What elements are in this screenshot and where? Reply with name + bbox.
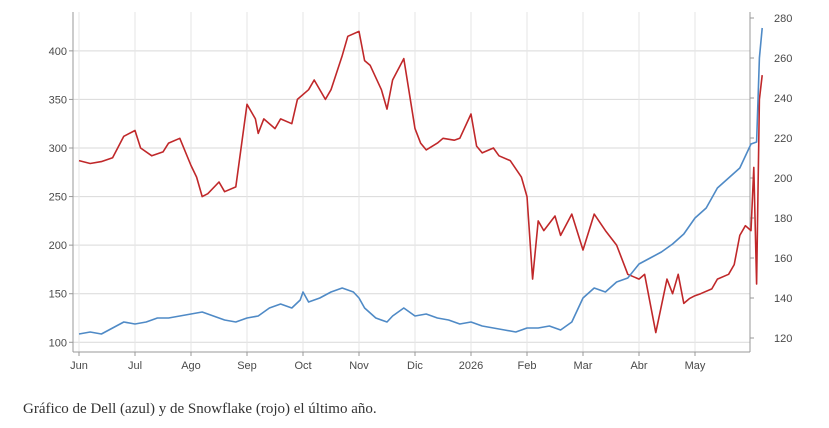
tick-label-x: Mar xyxy=(574,360,593,372)
tick-label-right: 280 xyxy=(774,13,792,25)
tick-label-left: 150 xyxy=(49,289,67,301)
series-line-blue xyxy=(78,27,763,335)
tick-label-right: 140 xyxy=(774,293,792,305)
tick-label-x: Ago xyxy=(181,360,201,372)
tick-label-right: 200 xyxy=(774,173,792,185)
tick-label-left: 100 xyxy=(49,337,67,349)
tick-label-left: 300 xyxy=(49,143,67,155)
tick-label-x: 2026 xyxy=(459,360,483,372)
tick-label-right: 160 xyxy=(774,253,792,265)
tick-label-x: Sep xyxy=(237,360,257,372)
tick-label-right: 240 xyxy=(774,93,792,105)
tick-label-left: 400 xyxy=(49,46,67,58)
tick-label-x: Feb xyxy=(518,360,537,372)
tick-label-right: 220 xyxy=(774,133,792,145)
tick-label-x: Jun xyxy=(70,360,88,372)
tick-label-right: 120 xyxy=(774,333,792,345)
tick-label-x: Nov xyxy=(349,360,369,372)
tick-label-left: 250 xyxy=(49,192,67,204)
tick-label-left: 350 xyxy=(49,94,67,106)
tick-label-x: Oct xyxy=(294,360,311,372)
tick-label-x: May xyxy=(685,360,706,372)
chart-caption: Gráfico de Dell (azul) y de Snowflake (r… xyxy=(23,401,377,417)
series-layer xyxy=(78,27,763,335)
tick-label-right: 260 xyxy=(774,53,792,65)
axis-layer xyxy=(69,12,754,356)
grid-layer xyxy=(73,12,750,352)
tick-label-left: 200 xyxy=(49,240,67,252)
tick-label-right: 180 xyxy=(774,213,792,225)
tick-label-x: Dic xyxy=(407,360,423,372)
label-layer: 100 150 200 250 300 350 400 120 140 160 180 200 220 2… xyxy=(49,13,793,372)
tick-label-x: Abr xyxy=(630,360,647,372)
tick-label-x: Jul xyxy=(128,360,142,372)
series-line-red xyxy=(78,30,763,334)
